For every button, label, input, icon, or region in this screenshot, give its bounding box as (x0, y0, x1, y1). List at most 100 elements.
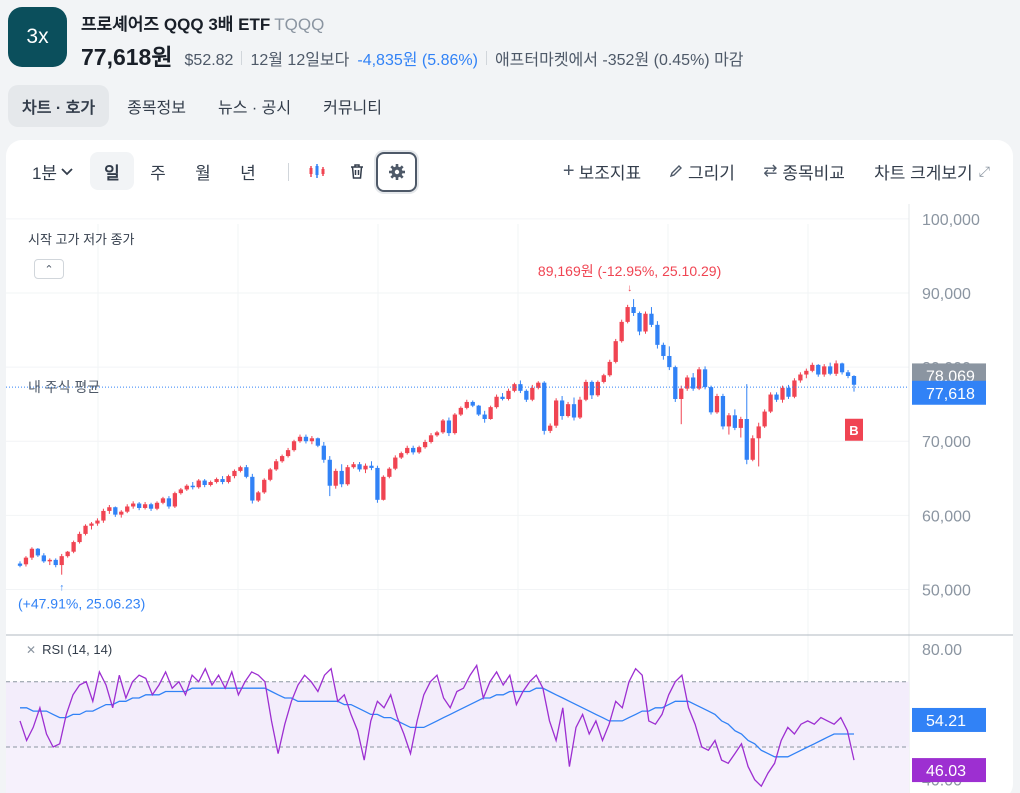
candle-body (95, 520, 100, 524)
candle-body (399, 453, 404, 458)
candle-body (405, 447, 410, 454)
candle-body (285, 450, 291, 457)
candle-body (29, 548, 35, 558)
candle-body (816, 364, 821, 375)
expand-icon: ⤢ (978, 162, 990, 179)
candle-body (148, 504, 154, 509)
candle-body (714, 396, 720, 413)
candle-body (536, 382, 541, 388)
candle-body (41, 555, 46, 562)
candle-body (428, 435, 434, 442)
candle-body (136, 503, 142, 508)
interval-label: 1분 (31, 163, 58, 183)
candle-body (524, 390, 529, 400)
legend-collapse-button[interactable]: ⌃ (34, 259, 64, 279)
chevron-down-icon (61, 168, 73, 176)
candle-body (691, 377, 696, 389)
tab-community[interactable]: 커뮤니티 (323, 100, 382, 117)
candle-body (393, 457, 398, 469)
period-week[interactable]: 주 (150, 163, 166, 183)
candle-body (643, 313, 648, 332)
price-change: -4,835원 (5.86%) (357, 52, 478, 69)
tab-news[interactable]: 뉴스 · 공시 (218, 100, 292, 117)
candle-body (828, 366, 833, 374)
candle-body (798, 374, 803, 381)
add-indicator-button[interactable]: + 보조지표 (556, 152, 648, 190)
close-icon[interactable]: ✕ (26, 642, 37, 657)
rsi-legend: ✕ RSI (14, 14) (26, 642, 112, 657)
tab-chart[interactable]: 차트 · 호가 (8, 85, 110, 127)
candle-body (768, 394, 773, 412)
candle-body (381, 476, 386, 500)
stock-header: 3x 프로셰어즈 QQQ 3배 ETF TQQQ 77,618원 $52.82 1… (0, 0, 1020, 80)
candle-body (256, 492, 261, 501)
candle-body (220, 479, 225, 483)
delete-drawings-button[interactable] (342, 152, 372, 190)
average-price-label: 내 주식 평균 (28, 379, 100, 395)
candle-body (756, 426, 761, 439)
expand-chart-button[interactable]: 차트 크게보기 ⤢ (870, 152, 994, 190)
candle-body (822, 366, 827, 375)
trash-icon (351, 164, 363, 179)
candle-body (452, 414, 458, 434)
high-annotation: 89,169원 (-12.95%, 25.10.29) (538, 263, 721, 279)
candle-body (184, 485, 189, 490)
chart-settings-button[interactable] (376, 152, 417, 192)
tab-info[interactable]: 종목정보 (127, 100, 186, 117)
period-year[interactable]: 년 (240, 163, 256, 183)
expand-label: 차트 크게보기 (874, 163, 973, 183)
period-month[interactable]: 월 (195, 163, 211, 183)
candle-body (387, 468, 392, 477)
rsi-legend-text: RSI (14, 14) (42, 642, 113, 657)
candle-body (119, 511, 124, 515)
price-row: 77,618원 $52.82 12월 12일보다 -4,835원 (5.86%)… (81, 38, 744, 72)
candle-body (702, 369, 708, 388)
up-arrow-icon: ↑ (59, 583, 64, 594)
candle-body (631, 307, 636, 313)
candle-body (154, 502, 160, 509)
candle-body (291, 441, 297, 451)
candle-body (601, 375, 606, 382)
candle-body (190, 485, 195, 488)
candle-body (720, 396, 726, 427)
interval-dropdown[interactable]: 1분 (24, 152, 82, 190)
rsi-axis-tick: 80.00 (922, 642, 962, 659)
rsi-signal-line (20, 687, 854, 758)
candle-body (274, 461, 279, 470)
buy-marker-badge (845, 418, 863, 441)
candle-type-button[interactable] (302, 152, 332, 190)
candle-body (238, 467, 243, 471)
draw-button[interactable]: 그리기 (666, 152, 738, 190)
candle-body (232, 470, 237, 477)
candle-body (113, 507, 118, 515)
stock-ticker: TQQQ (274, 15, 325, 34)
candle-body (458, 407, 463, 415)
candle-body (696, 369, 702, 389)
swap-icon: ⇄ (763, 161, 778, 180)
candle-body (89, 523, 94, 526)
low-annotation: (+47.91%, 25.06.23) (18, 596, 145, 612)
stock-logo: 3x (8, 7, 67, 67)
candle-body (637, 312, 642, 332)
candle-body (53, 559, 58, 566)
candle-body (851, 376, 857, 385)
candle-body (268, 469, 273, 480)
candle-body (327, 459, 332, 486)
compare-button[interactable]: ⇄ 종목비교 (760, 152, 848, 190)
pencil-icon (669, 165, 683, 178)
candle-body (500, 396, 505, 399)
candle-body (750, 438, 755, 460)
candle-body (792, 380, 797, 397)
candle-body (321, 445, 326, 460)
candle-body (279, 456, 285, 462)
candle-body (732, 415, 738, 428)
candle-body (345, 467, 350, 485)
candle-body (244, 467, 249, 477)
period-day[interactable]: 일 (90, 152, 134, 190)
candle-body (738, 419, 743, 428)
price-axis-tick: 90,000 (922, 286, 971, 303)
candle-body (77, 533, 82, 543)
candle-body (744, 419, 749, 460)
price-axis-tick: 50,000 (922, 583, 971, 600)
